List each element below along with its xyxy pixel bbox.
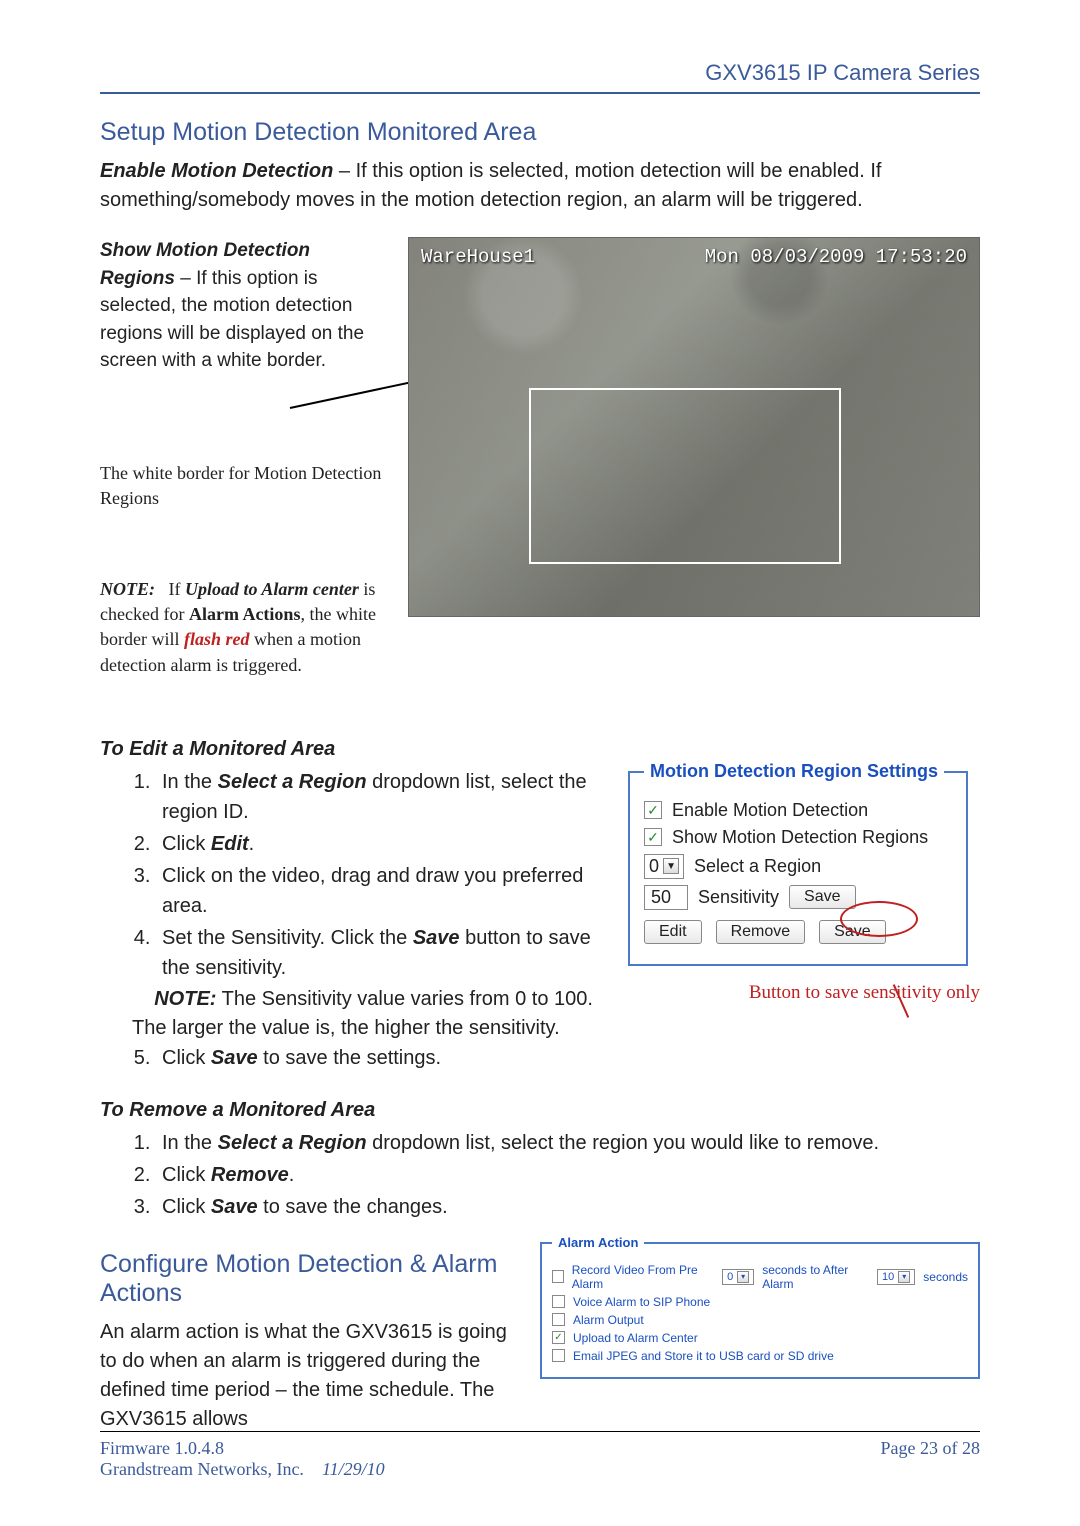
edit-step-4: Set the Sensitivity. Click the Save butt… xyxy=(156,923,604,983)
footer-date: 11/29/10 xyxy=(322,1459,385,1480)
alarm-action-panel: Alarm Action Record Video From Pre Alarm… xyxy=(540,1242,980,1379)
pre-alarm-select[interactable]: 0▾ xyxy=(722,1269,754,1285)
section-title-setup: Setup Motion Detection Monitored Area xyxy=(100,118,980,147)
footer-divider xyxy=(100,1431,980,1432)
motion-settings-panel: Motion Detection Region Settings ✓ Enabl… xyxy=(628,771,968,966)
edit-note: NOTE: The Sensitivity value varies from … xyxy=(132,985,604,1043)
edit-heading: To Edit a Monitored Area xyxy=(100,738,980,761)
v: 10 xyxy=(882,1271,894,1283)
t: dropdown list, select the region you wou… xyxy=(367,1132,880,1154)
t: Save xyxy=(413,927,460,949)
t: . xyxy=(289,1164,295,1186)
edit-button[interactable]: Edit xyxy=(644,920,702,944)
t: Click xyxy=(162,1164,211,1186)
border-callout-label: The white border for Motion Detection Re… xyxy=(100,461,390,511)
page-footer: Firmware 1.0.4.8 Page 23 of 28 Grandstre… xyxy=(100,1431,980,1480)
r4: Upload to Alarm Center xyxy=(573,1331,698,1345)
region-select-value: 0 xyxy=(649,856,659,877)
sensitivity-input[interactable]: 50 xyxy=(644,885,688,910)
t: Save xyxy=(211,1047,258,1069)
remove-step-1: In the Select a Region dropdown list, se… xyxy=(156,1128,980,1158)
show-regions-label: Show Motion Detection Regions xyxy=(672,827,928,848)
left-column: Show Motion Detection Regions – If this … xyxy=(100,237,390,678)
footer-firmware: Firmware 1.0.4.8 xyxy=(100,1438,224,1459)
timestamp-overlay: Mon 08/03/2009 17:53:20 xyxy=(705,246,967,268)
remove-heading: To Remove a Monitored Area xyxy=(100,1099,980,1122)
r5: Email JPEG and Store it to USB card or S… xyxy=(573,1349,834,1363)
r1c: seconds xyxy=(923,1270,968,1284)
sensitivity-callout-text: Button to save sensitivity only xyxy=(628,982,980,1004)
v: 0 xyxy=(727,1271,733,1283)
show-regions-checkbox[interactable]: ✓ xyxy=(644,828,662,846)
camera-name-overlay: WareHouse1 xyxy=(421,246,535,268)
remove-step-3: Click Save to save the changes. xyxy=(156,1192,980,1222)
t: Click xyxy=(162,1047,211,1069)
section-title-alarm: Configure Motion Detection & Alarm Actio… xyxy=(100,1250,522,1308)
motion-region-box[interactable] xyxy=(529,388,841,564)
t: Save xyxy=(211,1196,258,1218)
chevron-down-icon: ▾ xyxy=(737,1271,749,1283)
note-if: If xyxy=(169,579,186,599)
chevron-down-icon: ▾ xyxy=(898,1271,910,1283)
note-alarm: Alarm Actions xyxy=(189,604,301,624)
t: Set the Sensitivity. Click the xyxy=(162,927,413,949)
note-upload: Upload to Alarm center xyxy=(185,579,359,599)
footer-page: Page 23 of 28 xyxy=(881,1438,980,1459)
edit-steps-list: In the Select a Region dropdown list, se… xyxy=(156,767,604,983)
video-preview-wrap: WareHouse1 Mon 08/03/2009 17:53:20 xyxy=(408,237,980,617)
edit-steps-list-2: Click Save to save the settings. xyxy=(156,1043,604,1073)
enable-checkbox[interactable]: ✓ xyxy=(644,801,662,819)
video-preview[interactable]: WareHouse1 Mon 08/03/2009 17:53:20 xyxy=(408,237,980,617)
t: to save the settings. xyxy=(258,1047,441,1069)
r3: Alarm Output xyxy=(573,1313,644,1327)
enable-label: Enable Motion Detection xyxy=(100,160,333,182)
t: NOTE: xyxy=(154,988,216,1010)
t: . xyxy=(249,833,255,855)
edit-step-5: Click Save to save the settings. xyxy=(156,1043,604,1073)
remove-button[interactable]: Remove xyxy=(716,920,806,944)
t: Remove xyxy=(211,1164,289,1186)
record-video-checkbox[interactable] xyxy=(552,1270,564,1283)
page-header: GXV3615 IP Camera Series xyxy=(100,60,980,92)
voice-alarm-checkbox[interactable] xyxy=(552,1295,565,1308)
upload-center-checkbox[interactable]: ✓ xyxy=(552,1331,565,1344)
alarm-intro: An alarm action is what the GXV3615 is g… xyxy=(100,1318,522,1434)
alarm-legend: Alarm Action xyxy=(552,1235,644,1250)
edit-step-2: Click Edit. xyxy=(156,829,604,859)
note-prefix: NOTE: xyxy=(100,579,155,599)
email-jpeg-checkbox[interactable] xyxy=(552,1349,565,1362)
sensitivity-label: Sensitivity xyxy=(698,887,779,908)
t: Edit xyxy=(211,833,249,855)
save-button[interactable]: Save xyxy=(819,920,885,944)
footer-company: Grandstream Networks, Inc. xyxy=(100,1459,304,1480)
after-alarm-select[interactable]: 10 ▾ xyxy=(877,1269,915,1285)
region-select[interactable]: 0 ▼ xyxy=(644,854,684,879)
edit-step-3: Click on the video, drag and draw you pr… xyxy=(156,861,604,921)
settings-legend: Motion Detection Region Settings xyxy=(644,761,944,782)
r1b: seconds to After Alarm xyxy=(762,1263,869,1291)
header-divider xyxy=(100,92,980,94)
region-select-label: Select a Region xyxy=(694,856,821,877)
t: Select a Region xyxy=(218,771,367,793)
save-sensitivity-button[interactable]: Save xyxy=(789,885,855,909)
note-block: NOTE: If Upload to Alarm center is check… xyxy=(100,577,390,678)
remove-steps-list: In the Select a Region dropdown list, se… xyxy=(156,1128,980,1222)
t: to save the changes. xyxy=(258,1196,448,1218)
note-flash: flash red xyxy=(184,629,250,649)
t: Click xyxy=(162,833,211,855)
edit-step-1: In the Select a Region dropdown list, se… xyxy=(156,767,604,827)
t: Select a Region xyxy=(218,1132,367,1154)
remove-step-2: Click Remove. xyxy=(156,1160,980,1190)
t: In the xyxy=(162,1132,218,1154)
chevron-down-icon: ▼ xyxy=(663,858,679,874)
enable-checkbox-label: Enable Motion Detection xyxy=(672,800,868,821)
r2: Voice Alarm to SIP Phone xyxy=(573,1295,710,1309)
enable-paragraph: Enable Motion Detection – If this option… xyxy=(100,157,980,215)
r1a: Record Video From Pre Alarm xyxy=(572,1263,714,1291)
t: Click xyxy=(162,1196,211,1218)
t: In the xyxy=(162,771,218,793)
alarm-output-checkbox[interactable] xyxy=(552,1313,565,1326)
